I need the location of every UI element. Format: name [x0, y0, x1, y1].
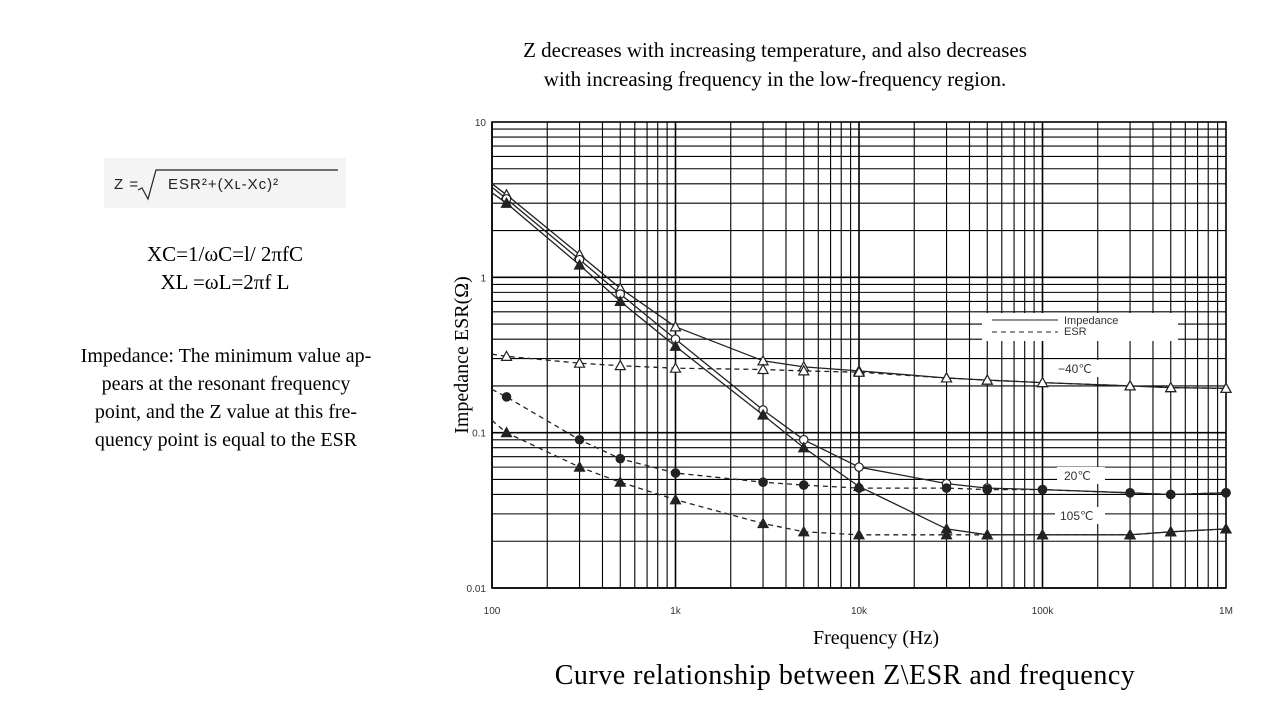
xc-formula: XC=1/ωC=l/ 2πfC [146, 242, 304, 266]
impedance-formula: Z = ESR²+(Xʟ-Xc)² [104, 158, 346, 208]
data-point [614, 475, 627, 487]
data-point [1124, 528, 1137, 540]
data-point [758, 477, 768, 487]
impedance-note-line1: Impedance: The minimum value ap- [80, 345, 372, 367]
data-point [1164, 525, 1177, 537]
series-line [491, 419, 1227, 536]
legend: Impedance ESR [982, 313, 1178, 341]
data-point [500, 350, 513, 361]
reactance-formulas: XC=1/ωC=l/ 2πfC XL =ωL=2πf L [100, 240, 350, 296]
label-bg-20 [1057, 467, 1105, 484]
data-point [798, 480, 809, 490]
data-point [797, 364, 810, 376]
x-tick-label: 10k [851, 606, 868, 617]
x-tick-label: 1M [1219, 606, 1233, 617]
chart-title: Z decreases with increasing temperature,… [470, 36, 1080, 94]
impedance-note-line3: point, and the Z value at this fre- [94, 401, 358, 423]
tick-labels: 100 1k 10k 100k 1M 10 1 0.1 0.01 [467, 118, 1233, 617]
data-point [669, 320, 682, 332]
label-bg-minus40 [1056, 360, 1108, 377]
data-point [852, 365, 866, 377]
data-point [1037, 484, 1048, 495]
legend-impedance-label: Impedance [1064, 315, 1118, 327]
y-tick-label: 1 [480, 273, 486, 284]
data-point [852, 528, 866, 540]
data-point [1036, 376, 1049, 388]
y-tick-label: 10 [475, 118, 487, 129]
data-point [501, 392, 512, 402]
label-bg-105 [1055, 507, 1105, 524]
data-point [940, 371, 953, 383]
data-point [1125, 488, 1135, 498]
series-4 [491, 388, 1231, 500]
data-point [1124, 379, 1137, 391]
data-point [1036, 528, 1049, 540]
data-point [1219, 382, 1233, 393]
x-axis-label: Frequency (Hz) [813, 627, 939, 649]
figure-caption: Curve relationship between Z\ESR and fre… [554, 660, 1136, 691]
data-point [1165, 489, 1176, 500]
data-point [981, 373, 994, 385]
data-point [757, 408, 770, 420]
data-point [669, 340, 682, 351]
data-point [574, 434, 585, 445]
temperature-labels: −40℃ 20℃ 105℃ [1055, 360, 1108, 524]
legend-esr-label: ESR [1064, 326, 1087, 338]
series-5 [491, 419, 1233, 540]
impedance-note-line4: quency point is equal to the ESR [94, 429, 358, 451]
series [491, 183, 1233, 540]
x-tick-label: 100 [484, 606, 501, 617]
data-point [1164, 381, 1177, 393]
data-point [1221, 488, 1231, 498]
x-tick-label: 100k [1032, 606, 1055, 617]
formula-lhs: Z = [114, 176, 140, 193]
series-line [491, 353, 1227, 389]
data-point [614, 359, 627, 371]
y-tick-label: 0.1 [472, 429, 486, 440]
formula-rhs: ESR²+(Xʟ-Xc)² [168, 176, 280, 193]
data-point [854, 483, 864, 493]
data-point [797, 441, 810, 453]
data-point [669, 493, 682, 505]
xl-formula: XL =ωL=2πf L [160, 270, 290, 294]
data-point [573, 356, 586, 368]
data-point [615, 453, 626, 464]
label-20c: 20℃ [1064, 469, 1091, 483]
data-point [940, 528, 953, 540]
data-point [941, 483, 952, 493]
chart-title-line2: with increasing frequency in the low-fre… [543, 67, 1007, 91]
data-point [854, 462, 864, 472]
plot-frame [491, 121, 1227, 589]
data-point [982, 484, 993, 495]
x-tick-label: 1k [670, 606, 682, 617]
label-minus40c: −40℃ [1058, 362, 1092, 376]
data-point [1219, 522, 1233, 534]
series-line [491, 192, 1227, 536]
data-point [981, 528, 994, 540]
data-point [757, 363, 770, 375]
y-axis-label: Impedance ESR(Ω) [451, 276, 473, 434]
data-point [500, 426, 513, 438]
series-3 [491, 350, 1233, 393]
impedance-esr-chart: 100 1k 10k 100k 1M 10 1 0.1 0.01 Impedance ESR −… [451, 118, 1233, 649]
data-point [573, 258, 586, 270]
data-point [614, 295, 627, 306]
legend-box [982, 313, 1178, 341]
data-point [670, 468, 681, 478]
impedance-note: Impedance: The minimum value ap- pears a… [26, 342, 426, 454]
data-point [757, 517, 770, 529]
impedance-note-line2: pears at the resonant frequency [101, 373, 351, 395]
series-line [491, 388, 1227, 496]
chart-title-line1: Z decreases with increasing temperature,… [523, 38, 1027, 62]
data-point [573, 460, 586, 472]
sqrt-icon [138, 169, 338, 201]
data-point [669, 361, 682, 373]
y-tick-label: 0.01 [467, 584, 487, 595]
data-point [797, 525, 810, 537]
label-105c: 105℃ [1060, 509, 1094, 523]
data-point [500, 196, 513, 208]
grid [491, 122, 1226, 589]
